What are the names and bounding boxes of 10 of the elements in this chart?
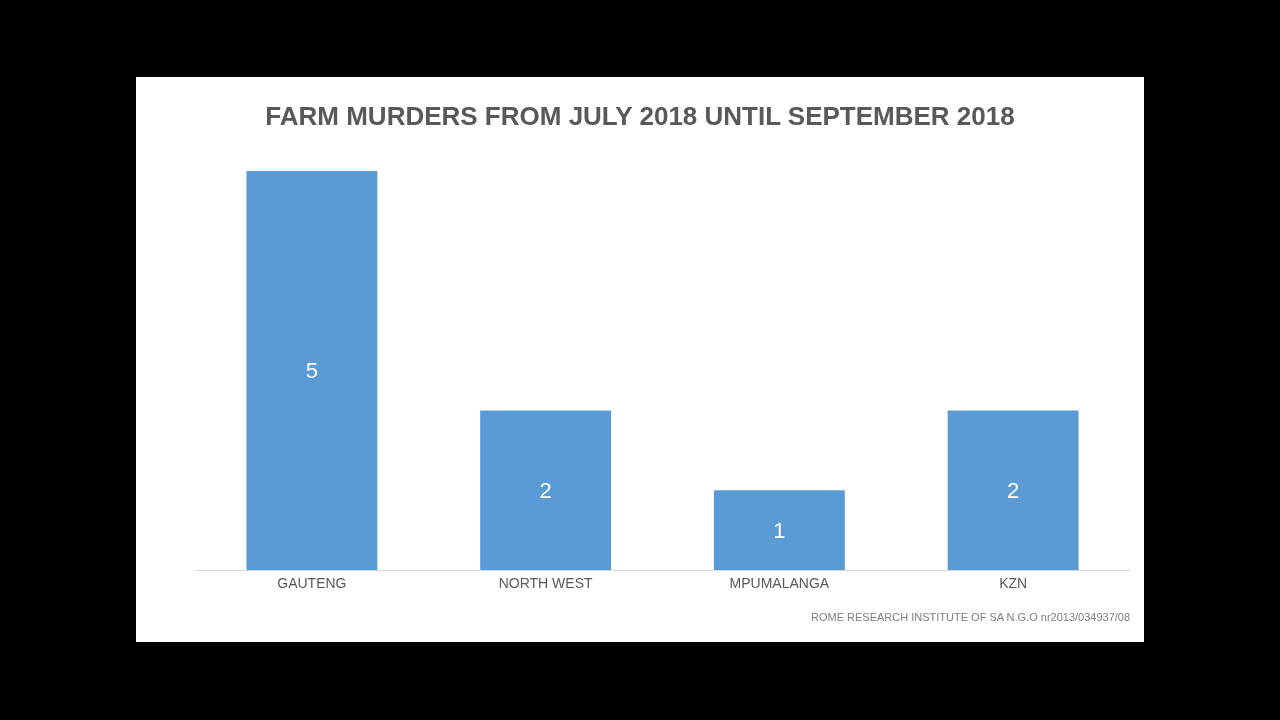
x-tick-label: GAUTENG [277,574,347,591]
chart-title: FARM MURDERS FROM JULY 2018 UNTIL SEPTEMBER 2018 [265,101,1015,132]
data-label: 2 [1007,477,1020,503]
data-label: 2 [539,477,552,503]
data-label: 5 [305,358,319,383]
data-label: 1 [773,517,786,543]
text: ROME RESEARCH INSTITUTE OF SA N.G.O nr2013/034937/08 [811,611,1131,623]
x-tick-label: NORTH WEST [498,574,593,591]
x-tick-label: KZN [999,574,1028,591]
x-tick-label: MPUMALANGA [729,574,830,591]
